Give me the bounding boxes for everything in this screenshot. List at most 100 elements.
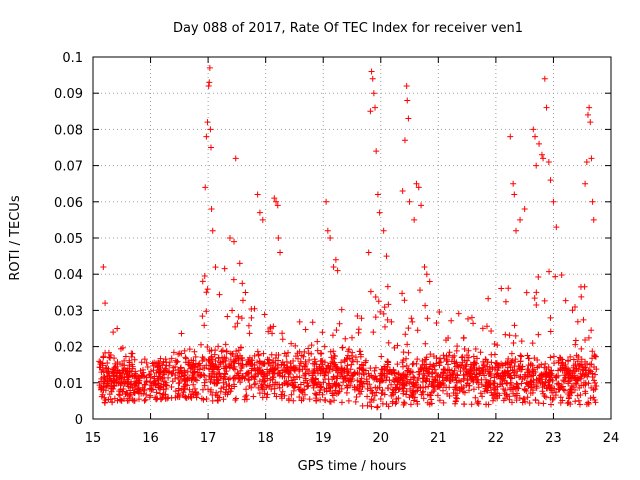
data-point [405, 115, 412, 122]
data-point [436, 359, 443, 366]
data-point [355, 326, 362, 333]
data-point [575, 362, 582, 369]
data-point [362, 367, 369, 374]
data-point [380, 227, 387, 234]
data-point [102, 397, 109, 404]
data-point [235, 355, 242, 362]
data-point [296, 394, 303, 401]
data-point [375, 298, 382, 305]
data-point [248, 306, 255, 313]
data-point [199, 365, 206, 372]
data-point [295, 384, 302, 391]
data-point [271, 381, 278, 388]
data-point [102, 375, 109, 382]
data-point [577, 391, 584, 398]
data-point [369, 374, 376, 381]
data-point [239, 297, 246, 304]
y-tick-label: 0.08 [54, 123, 83, 138]
data-point [394, 377, 401, 384]
data-point [494, 370, 501, 377]
data-point [359, 402, 366, 409]
data-point [411, 382, 418, 389]
data-point [356, 391, 363, 398]
data-point [519, 363, 526, 370]
data-point [108, 385, 115, 392]
data-point [285, 373, 292, 380]
data-point [459, 353, 466, 360]
data-point [395, 370, 402, 377]
data-point [412, 388, 419, 395]
data-point [160, 381, 167, 388]
data-point [409, 318, 416, 325]
data-point [160, 358, 167, 365]
data-point [322, 368, 329, 375]
data-point [143, 359, 150, 366]
y-axis-label: ROTI / TECUs [8, 195, 23, 280]
data-point [331, 397, 338, 404]
data-point [190, 381, 197, 388]
data-point [141, 356, 148, 363]
data-point [331, 353, 338, 360]
data-point [367, 385, 374, 392]
data-point [358, 315, 365, 322]
data-point [565, 358, 572, 365]
data-point [124, 365, 131, 372]
data-point [588, 155, 595, 162]
data-point [372, 294, 379, 301]
data-point [296, 374, 303, 381]
data-point [582, 180, 589, 187]
data-point [390, 391, 397, 398]
data-point [565, 366, 572, 373]
x-axis-label: GPS time / hours [298, 459, 407, 474]
data-point [377, 308, 384, 315]
data-point [107, 354, 114, 361]
data-point [589, 348, 596, 355]
data-point [204, 119, 211, 126]
data-point [99, 366, 106, 373]
data-point [517, 352, 524, 359]
data-point [370, 397, 377, 404]
y-tick-label: 0.01 [54, 377, 83, 392]
data-point [174, 358, 181, 365]
data-point [329, 332, 336, 339]
data-point [367, 365, 374, 372]
data-point [578, 356, 585, 363]
data-point [191, 376, 198, 383]
data-point [465, 347, 472, 354]
data-point [229, 351, 236, 358]
data-point [589, 374, 596, 381]
y-tick-label: 0.02 [54, 341, 83, 356]
data-point [319, 329, 326, 336]
data-point [568, 375, 575, 382]
data-point [329, 358, 336, 365]
data-point [119, 344, 126, 351]
data-point [529, 340, 536, 347]
data-point [533, 385, 540, 392]
data-point [122, 353, 129, 360]
y-tick-labels: 0 0.01 0.02 0.03 0.04 0.05 0.06 0.07 0.08 0.09 0.1 [54, 51, 83, 428]
data-point [381, 304, 388, 311]
data-point [333, 364, 340, 371]
data-point [310, 384, 317, 391]
data-point [525, 367, 532, 374]
data-point [367, 108, 374, 115]
data-point [159, 391, 166, 398]
data-point [103, 365, 110, 372]
data-point [256, 390, 263, 397]
data-point [454, 395, 461, 402]
data-point [321, 396, 328, 403]
data-point [403, 391, 410, 398]
data-point [592, 353, 599, 360]
data-point [384, 385, 391, 392]
data-point [405, 325, 412, 332]
data-point [276, 369, 283, 376]
data-point [356, 383, 363, 390]
data-point [378, 372, 385, 379]
data-point [128, 381, 135, 388]
data-point [349, 334, 356, 341]
data-point [376, 209, 383, 216]
data-point [401, 400, 408, 407]
data-point [551, 360, 558, 367]
data-point [463, 352, 470, 359]
data-point [454, 390, 461, 397]
